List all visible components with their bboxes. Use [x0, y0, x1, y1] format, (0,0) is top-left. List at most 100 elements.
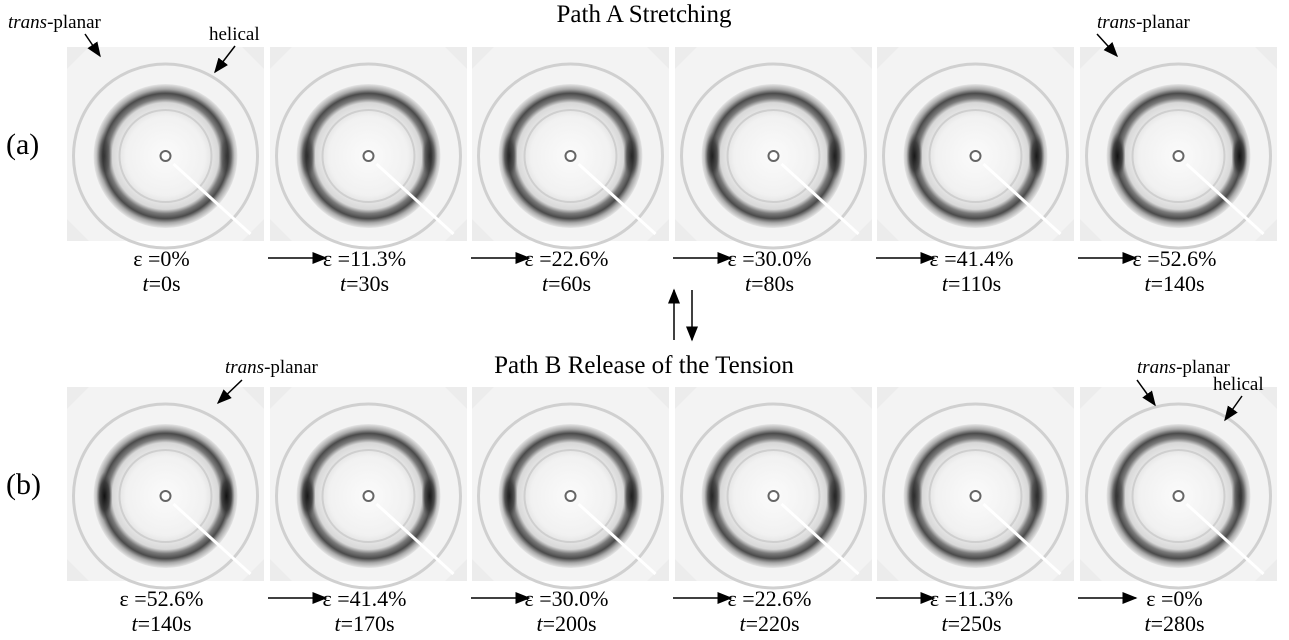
strain-label: ε =22.6%	[525, 246, 609, 271]
diffraction-pattern	[675, 387, 872, 588]
annotation-italic: trans	[1137, 357, 1176, 378]
row-label: (b)	[6, 468, 41, 501]
equatorial-reflection	[705, 472, 721, 520]
time-value: =110s	[948, 271, 1001, 296]
beam-center	[566, 151, 576, 161]
equatorial-reflection	[502, 472, 518, 520]
equatorial-reflection	[422, 472, 438, 520]
time-value: =170s	[341, 611, 395, 635]
beam-center	[364, 491, 374, 501]
equatorial-reflection	[1232, 132, 1248, 180]
beam-center	[364, 151, 374, 161]
diffraction-pattern	[472, 387, 669, 588]
annotation-rest: -planar	[47, 12, 101, 33]
strain-label: ε =30.0%	[525, 586, 609, 611]
trans-planar-annotation: trans-planar	[1097, 12, 1191, 33]
beam-center	[769, 151, 779, 161]
beam-center	[161, 491, 171, 501]
trans-planar-annotation: trans-planar	[225, 357, 319, 378]
equatorial-reflection	[97, 472, 113, 520]
time-label: t=250s	[941, 611, 1001, 635]
equatorial-reflection	[300, 472, 316, 520]
strain-label: ε =52.6%	[120, 586, 204, 611]
time-value: =220s	[746, 611, 800, 635]
annotation-rest: -planar	[1136, 12, 1190, 33]
helical-annotation: helical	[209, 24, 260, 45]
strain-label: ε =22.6%	[728, 586, 812, 611]
row-label: (a)	[6, 128, 39, 161]
strain-label: ε =41.4%	[930, 246, 1014, 271]
annotation-rest: -planar	[264, 357, 318, 378]
strain-label: ε =11.3%	[930, 586, 1013, 611]
strain-label: ε =0%	[1146, 586, 1202, 611]
time-label: t=0s	[142, 271, 180, 296]
time-value: =0s	[149, 271, 181, 296]
equatorial-reflection	[907, 472, 923, 520]
equatorial-reflection	[705, 132, 721, 180]
time-value: =140s	[1151, 271, 1205, 296]
row-title: Path B Release of the Tension	[494, 352, 794, 379]
diffraction-pattern	[270, 47, 467, 248]
equatorial-reflection	[624, 472, 640, 520]
annotation-italic: trans	[225, 357, 264, 378]
diffraction-pattern	[1080, 47, 1277, 248]
time-label: t=60s	[542, 271, 591, 296]
equatorial-reflection	[422, 132, 438, 180]
diffraction-pattern	[675, 47, 872, 248]
beam-center	[971, 151, 981, 161]
time-label: t=140s	[131, 611, 191, 635]
time-label: t=30s	[340, 271, 389, 296]
time-label: t=80s	[745, 271, 794, 296]
time-value: =250s	[948, 611, 1002, 635]
time-value: =200s	[543, 611, 597, 635]
diffraction-pattern	[67, 47, 264, 248]
beam-center	[1174, 151, 1184, 161]
equatorial-reflection	[907, 132, 923, 180]
time-value: =30s	[346, 271, 389, 296]
time-label: t=140s	[1144, 271, 1204, 296]
beam-center	[971, 491, 981, 501]
strain-label: ε =11.3%	[323, 246, 406, 271]
time-value: =280s	[1151, 611, 1205, 635]
time-label: t=280s	[1144, 611, 1204, 635]
equatorial-reflection	[300, 132, 316, 180]
strain-label: ε =0%	[133, 246, 189, 271]
beam-center	[1174, 491, 1184, 501]
time-label: t=200s	[536, 611, 596, 635]
row-title: Path A Stretching	[557, 1, 733, 28]
trans-planar-annotation: trans-planar	[8, 12, 102, 33]
diffraction-pattern	[877, 387, 1074, 588]
diffraction-pattern	[1080, 387, 1277, 588]
equatorial-reflection	[827, 132, 843, 180]
equatorial-reflection	[502, 132, 518, 180]
equatorial-reflection	[1110, 472, 1126, 520]
diffraction-pattern	[67, 387, 264, 588]
time-label: t=110s	[942, 271, 1001, 296]
diffraction-pattern	[877, 47, 1074, 248]
figure: Path A Stretching(a)ε =0%t=0sε =11.3%t=3…	[0, 0, 1289, 635]
equatorial-reflection	[97, 132, 113, 180]
time-value: =80s	[751, 271, 794, 296]
strain-label: ε =52.6%	[1133, 246, 1217, 271]
equatorial-reflection	[219, 472, 235, 520]
time-label: t=220s	[739, 611, 799, 635]
diffraction-pattern	[270, 387, 467, 588]
path-arrows	[674, 290, 692, 340]
beam-center	[161, 151, 171, 161]
time-label: t=170s	[334, 611, 394, 635]
diffraction-pattern	[472, 47, 669, 248]
annotation-italic: trans	[8, 12, 47, 33]
annotation-italic: trans	[1097, 12, 1136, 33]
beam-center	[769, 491, 779, 501]
strain-label: ε =30.0%	[728, 246, 812, 271]
equatorial-reflection	[1029, 132, 1045, 180]
equatorial-reflection	[1029, 472, 1045, 520]
time-value: =60s	[548, 271, 591, 296]
time-value: =140s	[138, 611, 192, 635]
strain-label: ε =41.4%	[323, 586, 407, 611]
helical-annotation: helical	[1213, 374, 1264, 395]
equatorial-reflection	[1232, 472, 1248, 520]
equatorial-reflection	[624, 132, 640, 180]
panels	[67, 47, 1277, 588]
equatorial-reflection	[827, 472, 843, 520]
